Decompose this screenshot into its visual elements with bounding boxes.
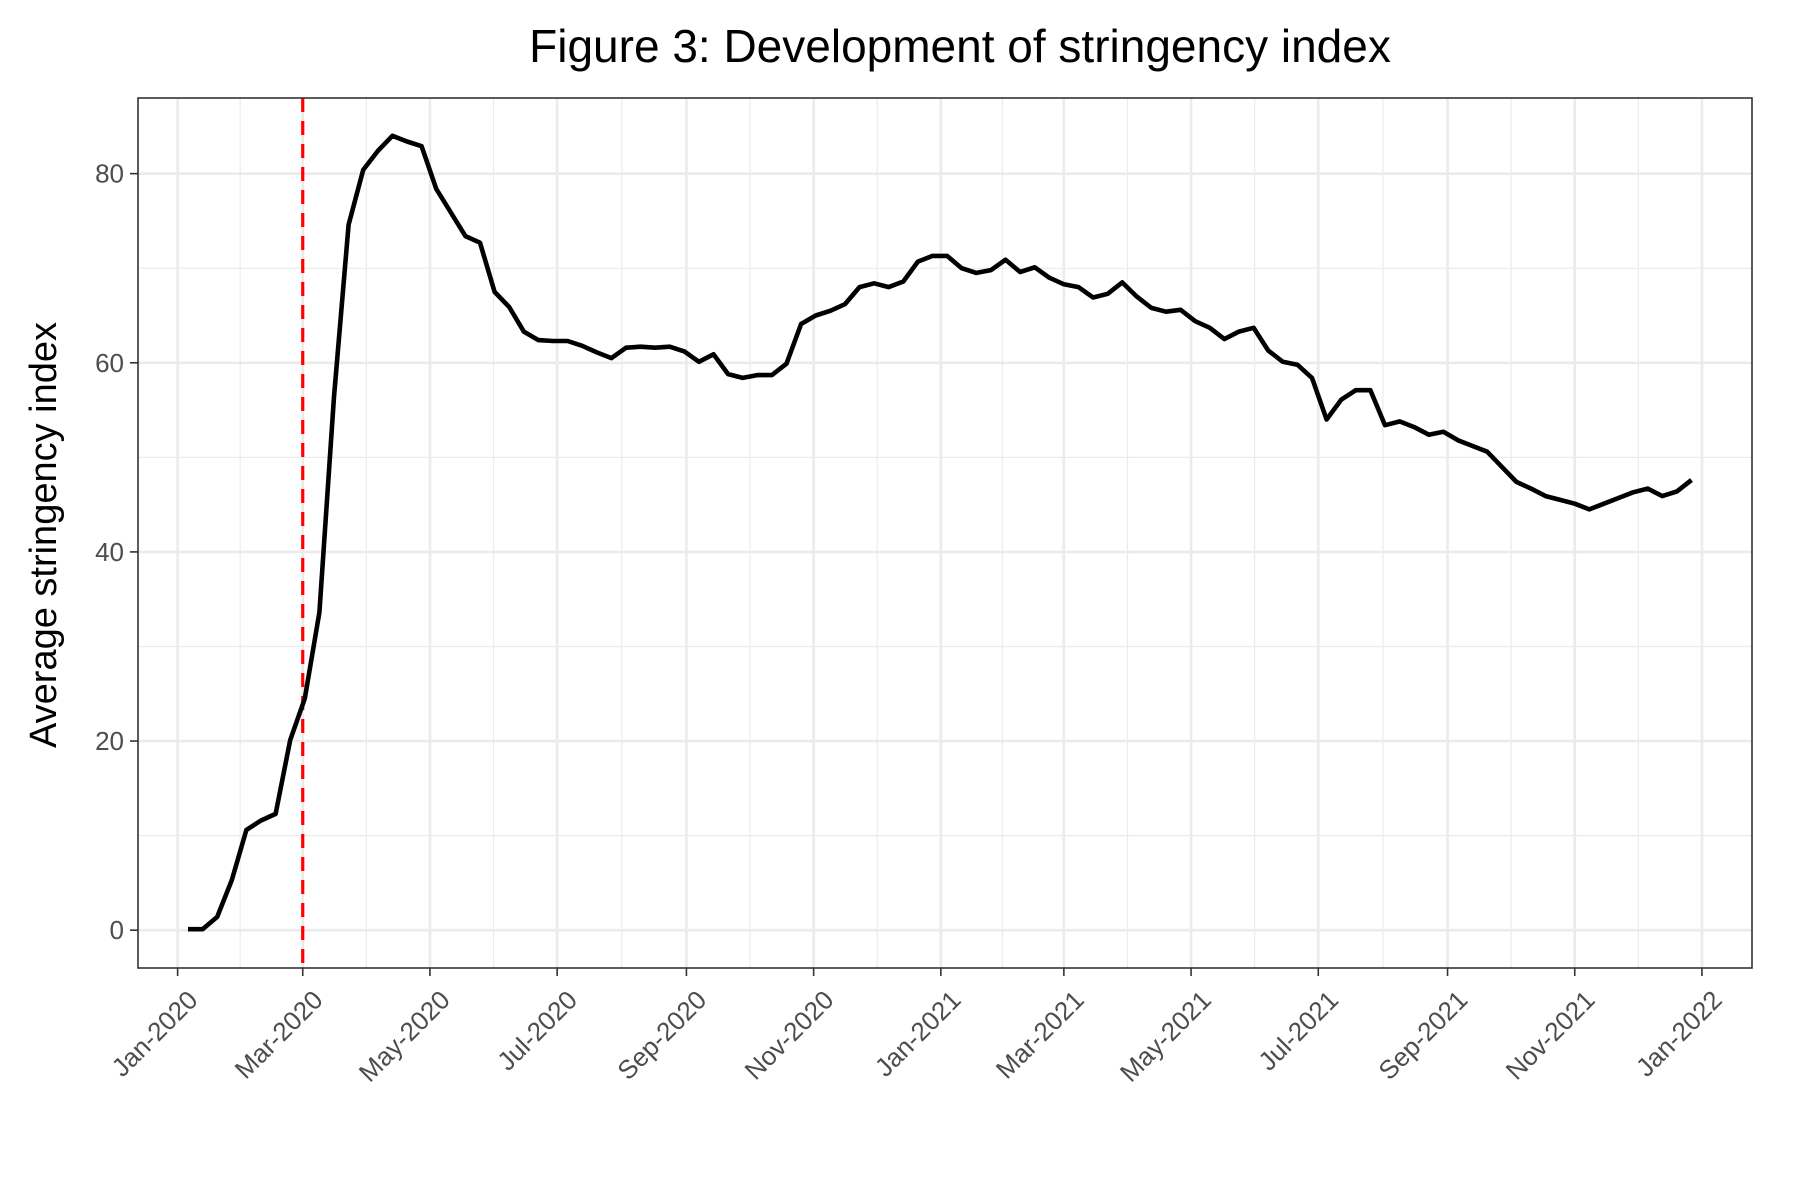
series-line [188, 133, 1693, 932]
y-tick-label: 20 [95, 726, 124, 756]
x-tick-label: Jan-2020 [106, 985, 204, 1083]
plot-area: 0 20 40 60 80 Jan-2020 Mar-2020 May-2020 Jul-202… [95, 97, 1753, 1088]
x-tick-label: May-2020 [353, 985, 456, 1088]
x-tick-label: May-2021 [1114, 985, 1217, 1088]
x-tick-label: Mar-2020 [229, 985, 329, 1085]
chart-title: Figure 3: Development of stringency inde… [529, 20, 1391, 72]
x-tick-label: Sep-2020 [611, 985, 712, 1086]
y-axis-label: Average stringency index [23, 322, 65, 748]
x-tick-label: Nov-2020 [739, 985, 840, 1086]
x-tick-label: Jul-2020 [491, 985, 583, 1077]
y-tick-label: 80 [95, 159, 124, 189]
y-tick-label: 0 [110, 915, 124, 945]
x-tick-label: Sep-2021 [1372, 985, 1473, 1086]
x-tick-label: Jan-2021 [869, 985, 967, 1083]
x-tick-label: Mar-2021 [990, 985, 1090, 1085]
y-tick-label: 60 [95, 348, 124, 378]
x-tick-label: Jan-2022 [1630, 985, 1728, 1083]
panel-background [138, 98, 1752, 968]
x-tick-label: Nov-2021 [1500, 985, 1601, 1086]
y-tick-label: 40 [95, 537, 124, 567]
panel-border [137, 97, 1753, 969]
x-tick-label: Jul-2021 [1252, 985, 1344, 1077]
